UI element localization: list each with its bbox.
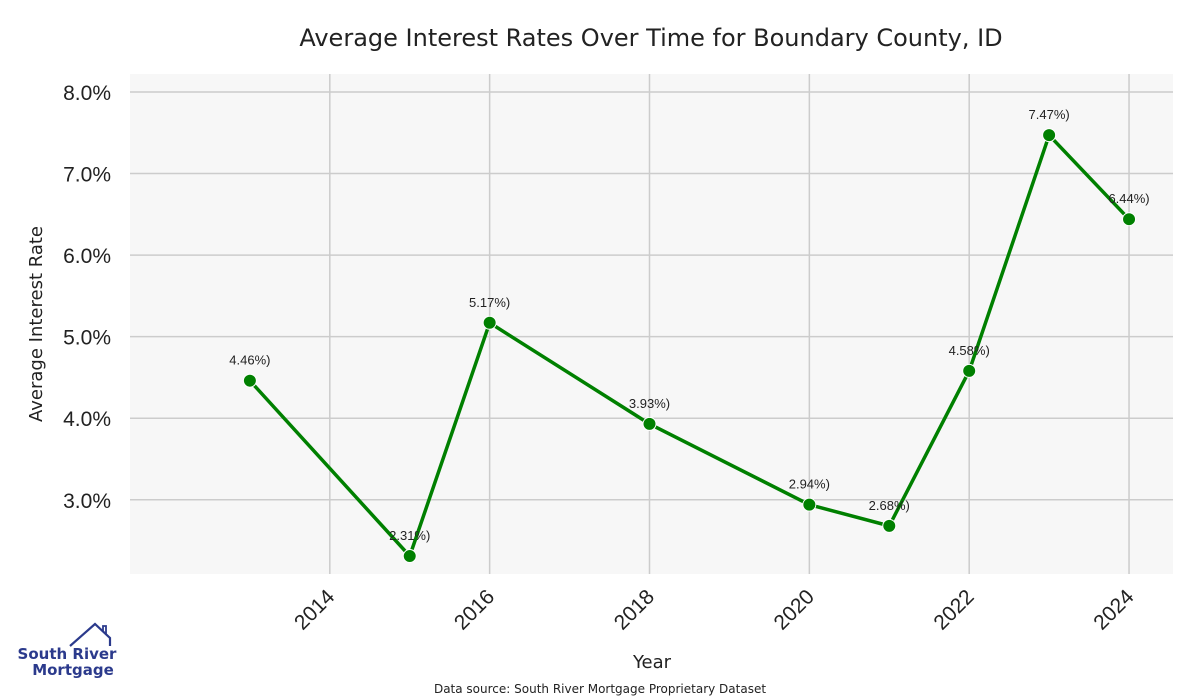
logo-text-line2: Mortgage — [32, 661, 114, 679]
data-point — [962, 363, 977, 378]
y-axis-label: Average Interest Rate — [26, 226, 47, 422]
y-tick-label: 3.0% — [63, 490, 111, 513]
data-label: 4.58%) — [949, 343, 990, 358]
y-tick-label: 6.0% — [63, 245, 111, 268]
data-source-note: Data source: South River Mortgage Propri… — [434, 682, 766, 696]
x-axis-label: Year — [632, 652, 672, 673]
y-axis-ticks: 3.0% 4.0% 5.0% 6.0% 7.0% 8.0% — [63, 82, 111, 513]
data-label: 7.47%) — [1029, 107, 1070, 122]
data-point — [1042, 128, 1057, 143]
x-tick-label: 2022 — [929, 585, 978, 634]
data-point — [802, 497, 817, 512]
data-label: 5.17%) — [469, 295, 510, 310]
x-tick-label: 2024 — [1089, 585, 1139, 635]
data-label: 4.46%) — [229, 353, 270, 368]
data-label: 2.68%) — [869, 498, 910, 513]
x-tick-label: 2018 — [610, 585, 659, 634]
y-tick-label: 8.0% — [63, 82, 111, 105]
y-tick-label: 7.0% — [63, 164, 111, 187]
data-point — [642, 416, 657, 431]
grid-lines — [130, 74, 1173, 574]
chart-title: Average Interest Rates Over Time for Bou… — [299, 24, 1002, 52]
data-point — [242, 373, 257, 388]
data-label: 6.44%) — [1108, 191, 1149, 206]
data-point — [1122, 212, 1137, 227]
data-point — [882, 518, 897, 533]
logo-text-line1: South River — [18, 645, 118, 663]
y-tick-label: 5.0% — [63, 327, 111, 350]
company-logo: South River Mortgage — [18, 622, 118, 679]
data-point — [402, 549, 417, 564]
data-labels: 4.46%) 2.31%) 5.17%) 3.93%) 2.94%) 2.68%) 4.58… — [229, 107, 1149, 543]
data-points — [242, 128, 1137, 564]
data-label: 2.94%) — [789, 477, 830, 492]
plot-area — [130, 74, 1173, 574]
data-point — [482, 315, 497, 330]
x-tick-label: 2014 — [290, 585, 340, 635]
data-label: 3.93%) — [629, 396, 670, 411]
y-tick-label: 4.0% — [63, 408, 111, 431]
x-tick-label: 2020 — [770, 585, 819, 634]
x-axis-ticks: 2014 2016 2018 2020 2022 2024 — [290, 585, 1139, 635]
data-label: 2.31%) — [389, 528, 430, 543]
x-tick-label: 2016 — [450, 585, 499, 634]
house-roof-icon — [69, 622, 112, 647]
